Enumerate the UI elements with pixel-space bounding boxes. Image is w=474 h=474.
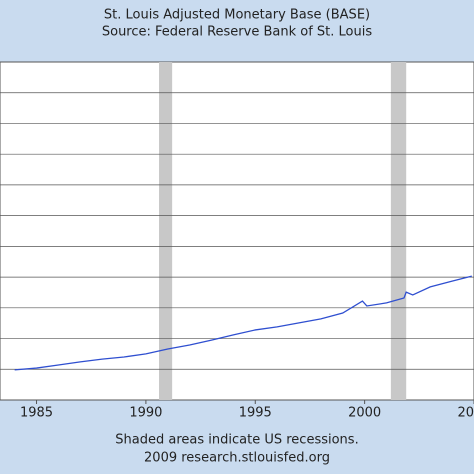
credit: 2009 research.stlouisfed.org xyxy=(144,451,330,466)
data-line xyxy=(14,275,472,371)
x-tick-label: 1990 xyxy=(129,406,162,421)
x-tick-label: 2005 xyxy=(457,406,474,421)
x-tick-label: 2000 xyxy=(348,406,381,421)
recession-band xyxy=(390,62,407,400)
chart-subtitle: Source: Federal Reserve Bank of St. Loui… xyxy=(102,25,372,40)
footnote: Shaded areas indicate US recessions. xyxy=(115,433,358,448)
x-tick-label: 1995 xyxy=(239,406,272,421)
recession-band xyxy=(159,62,173,400)
chart-title: St. Louis Adjusted Monetary Base (BASE) xyxy=(104,8,370,23)
x-tick-label: 1985 xyxy=(20,406,53,421)
